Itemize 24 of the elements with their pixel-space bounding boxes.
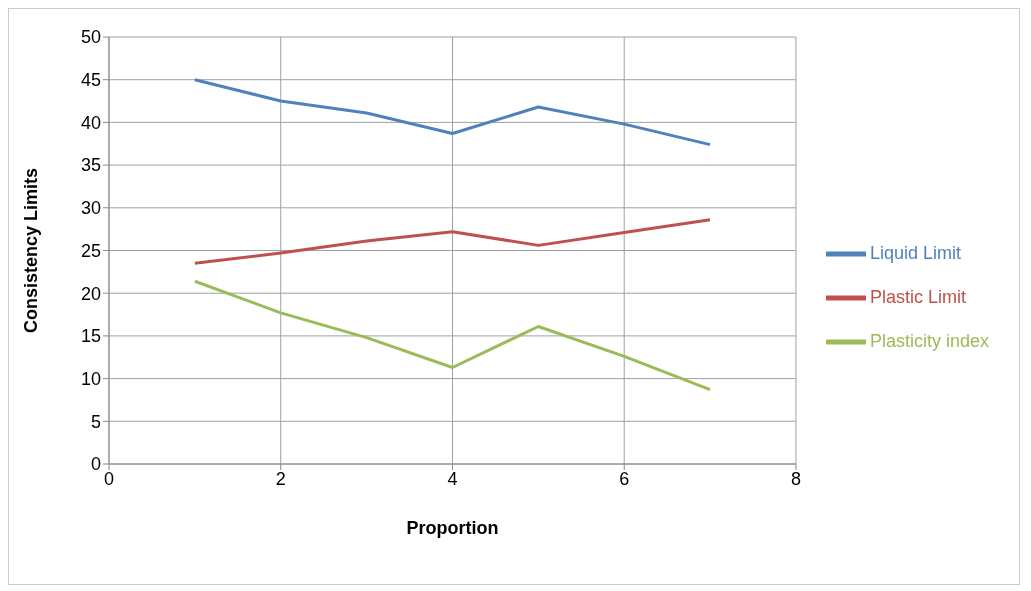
y-tick-label: 0 [90, 454, 101, 475]
line-series [193, 78, 712, 147]
y-tick-label: 25 [80, 240, 101, 261]
y-tick-label: 45 [80, 70, 101, 91]
y-tick-label: 40 [80, 112, 101, 133]
y-axis-title: Consistency Limits [21, 167, 42, 334]
y-tick-label: 10 [80, 368, 101, 389]
x-tick-label: 4 [447, 468, 458, 489]
legend-label: Plastic Limit [869, 286, 966, 307]
line-series [193, 279, 712, 392]
x-tick-label: 0 [103, 468, 115, 489]
y-tick-label: 20 [80, 283, 101, 304]
x-axis-title: Proportion [406, 518, 499, 538]
line-series [193, 218, 712, 265]
x-tick-label: 2 [275, 468, 286, 489]
legend-label: Liquid Limit [869, 242, 961, 263]
y-tick-label: 30 [80, 198, 101, 219]
x-tick-label: 6 [619, 468, 630, 489]
y-tick-label: 15 [80, 326, 101, 347]
legend-label: Plasticity index [869, 330, 989, 351]
y-tick-label: 35 [80, 155, 101, 176]
y-tick-label: 50 [80, 27, 101, 48]
x-tick-label: 8 [790, 468, 801, 489]
y-tick-label: 5 [90, 411, 101, 432]
